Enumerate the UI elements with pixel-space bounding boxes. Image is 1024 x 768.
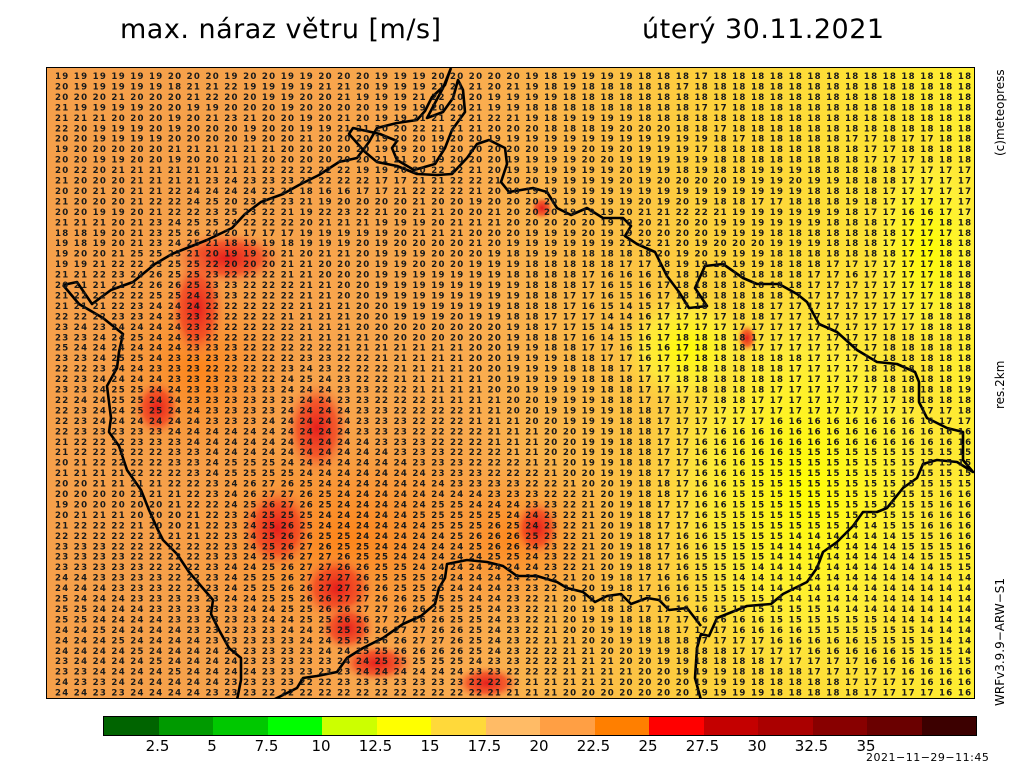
- legend-tick-label: 27.5: [685, 737, 720, 755]
- legend-swatch: [594, 717, 649, 735]
- legend-tick-label: 15: [420, 737, 440, 755]
- legend-tick-label: 35: [856, 737, 876, 755]
- legend-swatch: [812, 717, 867, 735]
- copyright-label: (c)meteopress: [993, 69, 1007, 156]
- legend-swatch: [431, 717, 486, 735]
- legend-tick-label: 10: [311, 737, 331, 755]
- legend-tick-label: 17.5: [467, 737, 502, 755]
- legend-tick-label: 7.5: [254, 737, 279, 755]
- legend-tick-label: 32.5: [794, 737, 829, 755]
- legend-tick-label: 22.5: [576, 737, 611, 755]
- legend-tick-label: 20: [529, 737, 549, 755]
- legend-swatch: [104, 717, 159, 735]
- legend-tick-label: 5: [207, 737, 217, 755]
- legend-tick-label: 30: [747, 737, 767, 755]
- map-title: max. náraz větru [m/s]: [120, 14, 442, 45]
- wind-field-layer: [47, 68, 974, 698]
- legend-swatch: [158, 717, 213, 735]
- legend-tick-labels: 2.5 5 7.5 10 12.5 15 17.5 20 22.5 25 27.5 30 32.5 35: [103, 737, 923, 757]
- legend-swatch: [758, 717, 813, 735]
- resolution-label: res.2km: [993, 360, 1007, 409]
- legend-swatch: [649, 717, 704, 735]
- map-date: úterý 30.11.2021: [642, 14, 885, 45]
- model-label: WRFv3.9.9−ARW−S1: [993, 577, 1007, 706]
- wind-gust-map[interactable]: 19 19 19 19 19 19 20 20 20 19 20 20 19 1…: [46, 67, 975, 699]
- legend-tick-label: 12.5: [358, 737, 393, 755]
- color-legend: [103, 716, 977, 736]
- legend-swatch: [213, 717, 268, 735]
- legend-swatch: [867, 717, 922, 735]
- run-timestamp: 2021−11−29−11:45: [866, 751, 990, 764]
- legend-tick-label: 2.5: [145, 737, 170, 755]
- legend-swatch: [267, 717, 322, 735]
- legend-swatch: [376, 717, 431, 735]
- legend-swatch: [703, 717, 758, 735]
- legend-tick-label: 25: [638, 737, 658, 755]
- legend-swatch: [921, 717, 976, 735]
- legend-swatch: [322, 717, 377, 735]
- legend-swatch: [540, 717, 595, 735]
- country-border: [62, 68, 974, 698]
- legend-swatch: [485, 717, 540, 735]
